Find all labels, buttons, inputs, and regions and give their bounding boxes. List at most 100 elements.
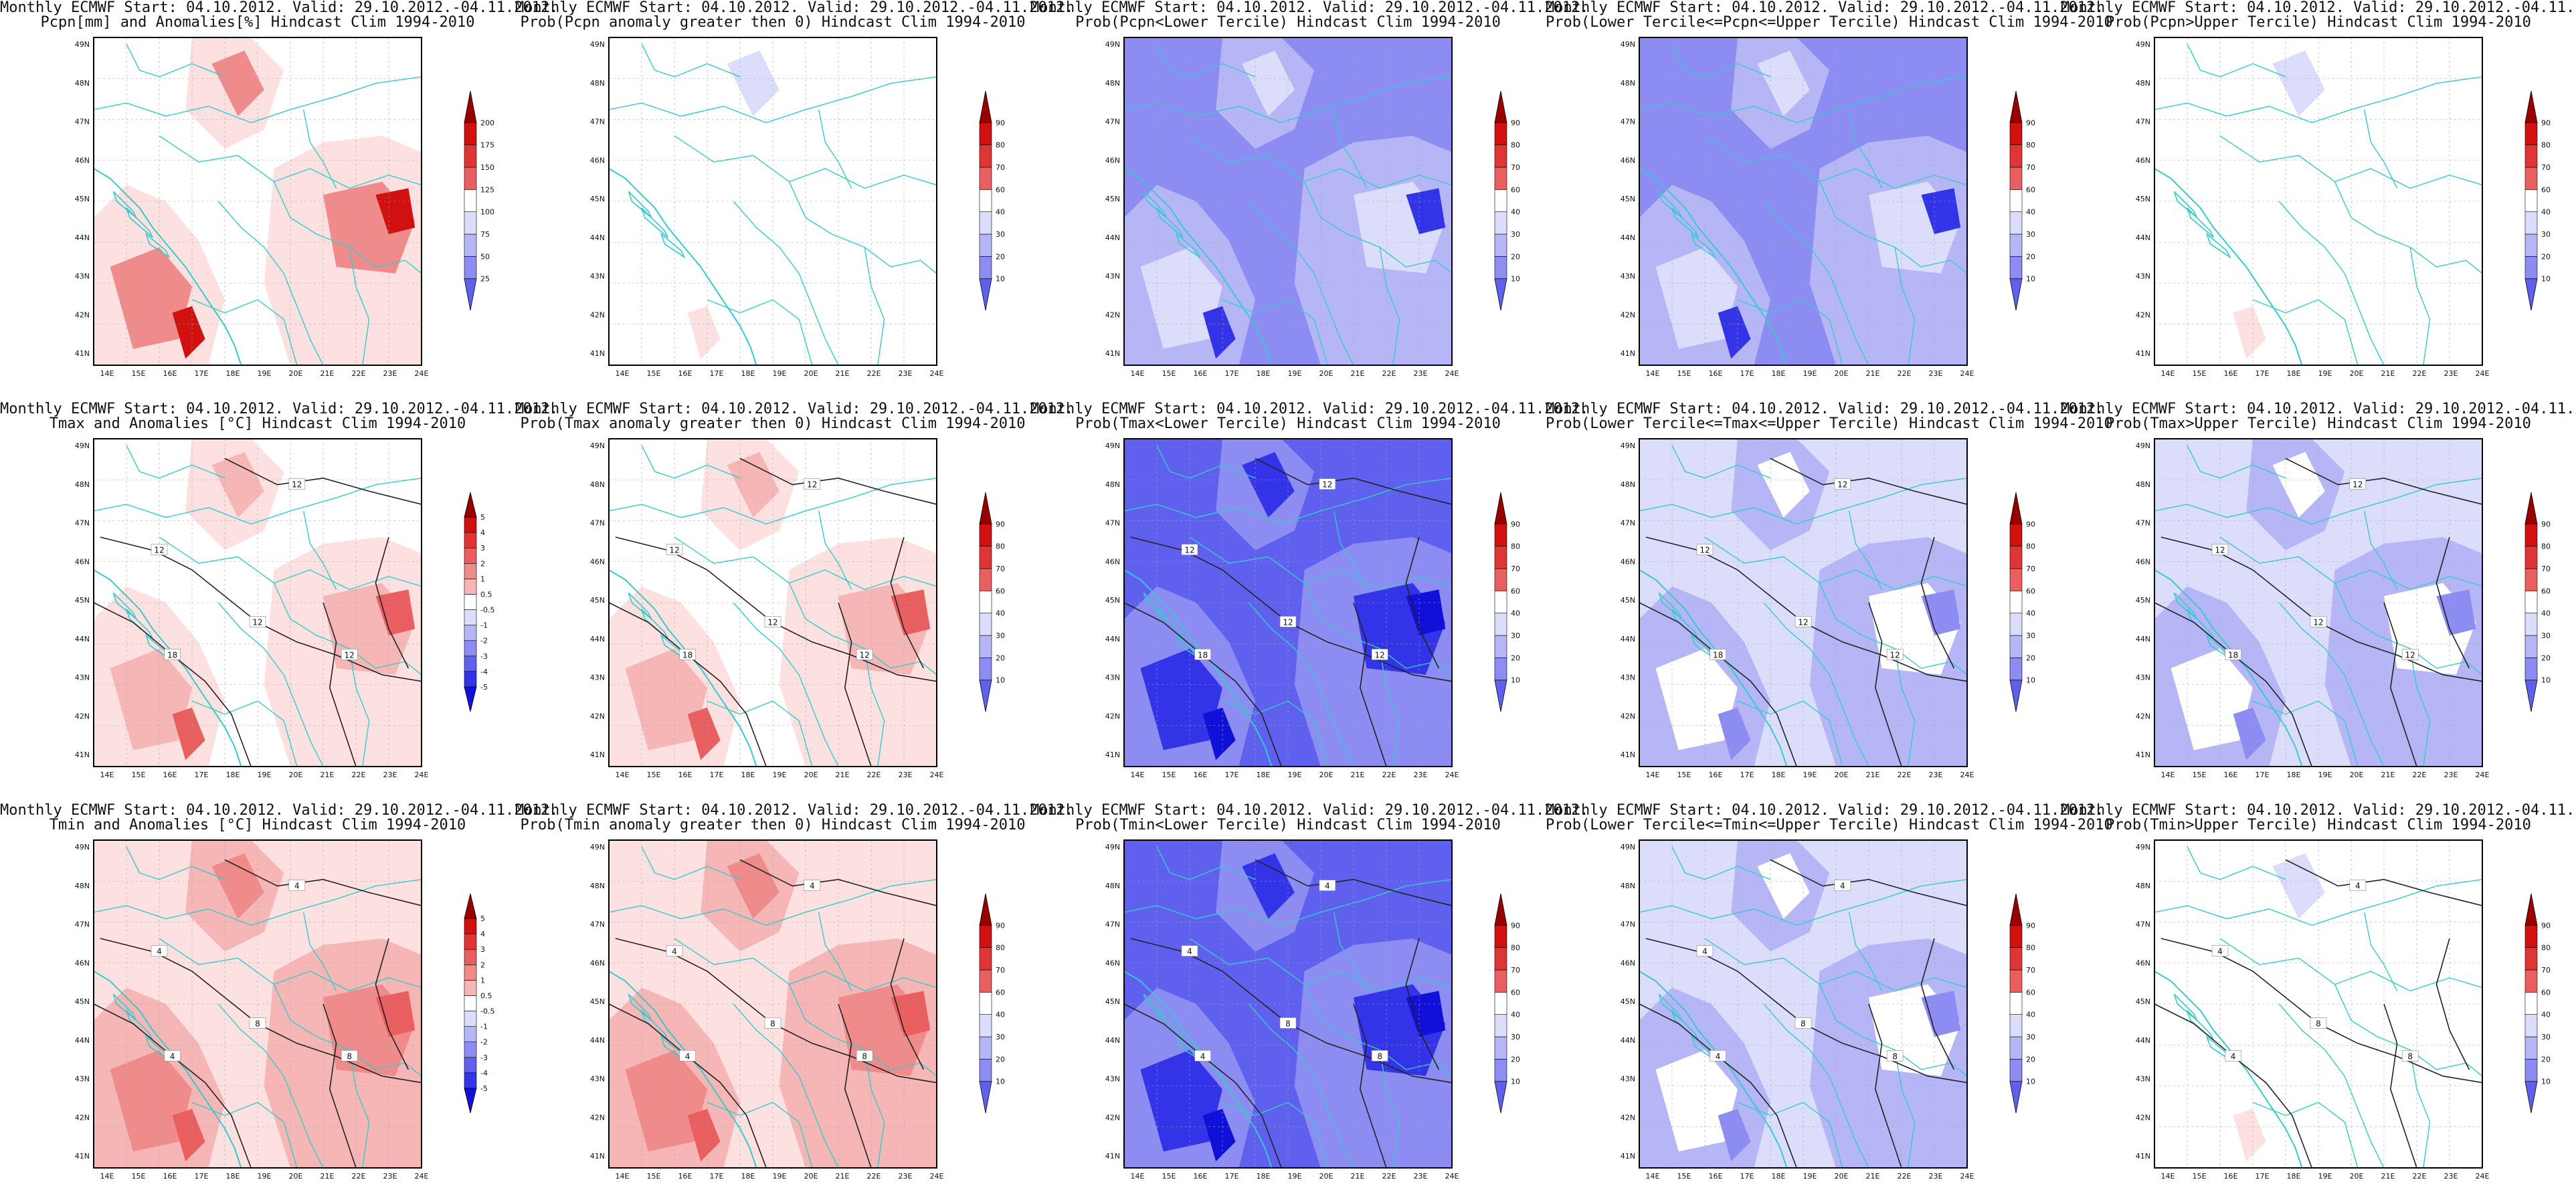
colorbar-tick-label: 20 bbox=[2026, 654, 2035, 662]
border-line bbox=[349, 1049, 370, 1168]
colorbar-band bbox=[2009, 925, 2023, 948]
colorbar-tick-label: 70 bbox=[2541, 163, 2551, 172]
colorbar-tick-label: 30 bbox=[996, 230, 1005, 239]
anomaly-shading bbox=[1921, 589, 1961, 635]
map-panel-r2c5: Monthly ECMWF Start: 04.10.2012. Valid: … bbox=[2061, 401, 2576, 803]
contour-label: 12 bbox=[1375, 650, 1385, 660]
contour-line bbox=[890, 938, 925, 1070]
border-line bbox=[1848, 109, 1883, 189]
colorbar-end-high bbox=[2524, 90, 2538, 123]
lon-tick-label: 15E bbox=[647, 1172, 661, 1181]
lon-tick-label: 22E bbox=[352, 369, 366, 378]
lon-tick-label: 16E bbox=[678, 1172, 693, 1181]
border-line bbox=[1704, 938, 1967, 992]
lon-tick-label: 15E bbox=[1677, 369, 1691, 378]
lon-tick-label: 17E bbox=[2256, 1172, 2270, 1181]
colorbar-band bbox=[2009, 144, 2023, 168]
colorbar-tick-label: 80 bbox=[2026, 944, 2035, 952]
border-line bbox=[1222, 700, 1328, 767]
colorbar-end-high bbox=[979, 90, 992, 123]
contour-label: 4 bbox=[2217, 947, 2223, 957]
contour-label: 4 bbox=[1716, 1051, 1721, 1061]
lon-tick-label: 20E bbox=[804, 771, 818, 779]
colorbar-band bbox=[464, 1026, 477, 1042]
colorbar-band bbox=[2009, 658, 2023, 680]
lon-tick-label: 15E bbox=[2193, 1172, 2207, 1181]
colorbar-band bbox=[979, 969, 992, 993]
colorbar-tick-label: 20 bbox=[1511, 654, 1520, 662]
colorbar-tick-label: 90 bbox=[2541, 118, 2551, 127]
lon-tick-label: 16E bbox=[163, 1172, 177, 1181]
map-canvas: 12 12 12 18 12 41N 42N 43N 44N 45N 46N 47N 48N 49N 14E… bbox=[1105, 438, 1520, 779]
colorbar-tick-label: 10 bbox=[1511, 676, 1520, 685]
contour-label-box bbox=[1279, 1017, 1297, 1029]
colorbar-tick-label: 10 bbox=[1511, 275, 1520, 284]
colorbar-band bbox=[2524, 189, 2538, 212]
contour-label: 12 bbox=[2405, 650, 2415, 660]
lat-tick-label: 44N bbox=[75, 1036, 90, 1045]
lon-tick-label: 24E bbox=[1445, 1172, 1459, 1181]
panel-title-line2: Prob(Tmin anomaly greater then 0) Hindca… bbox=[520, 817, 1026, 833]
lat-tick-label: 44N bbox=[2136, 635, 2150, 643]
border-line bbox=[126, 43, 225, 78]
lon-tick-label: 19E bbox=[2318, 369, 2332, 378]
lat-tick-label: 48N bbox=[75, 79, 90, 88]
colorbar-tick-label: 60 bbox=[2026, 587, 2035, 595]
lat-tick-label: 47N bbox=[2136, 920, 2150, 929]
colorbar-band bbox=[1494, 524, 1507, 546]
colorbar-band bbox=[2524, 947, 2538, 971]
colorbar-tick-label: 70 bbox=[1511, 966, 1520, 975]
contour-label-box bbox=[764, 616, 781, 627]
anomaly-shading bbox=[1655, 648, 1738, 750]
colorbar-end-high bbox=[2009, 90, 2023, 123]
lat-tick-label: 49N bbox=[1621, 843, 1635, 851]
lon-tick-label: 14E bbox=[1131, 1172, 1145, 1181]
colorbar-band bbox=[979, 233, 992, 257]
border-line bbox=[2363, 912, 2398, 991]
lon-tick-label: 14E bbox=[2161, 369, 2175, 378]
colorbar-tick-label: 30 bbox=[2026, 230, 2035, 239]
lon-tick-label: 15E bbox=[1162, 369, 1176, 378]
lon-tick-label: 14E bbox=[616, 1172, 630, 1181]
anomaly-shading bbox=[1921, 991, 1961, 1037]
lon-tick-label: 17E bbox=[710, 1172, 724, 1181]
border-line bbox=[1737, 700, 1843, 767]
colorbar-band bbox=[464, 965, 477, 981]
lat-tick-label: 44N bbox=[1105, 1036, 1120, 1045]
lon-tick-label: 24E bbox=[1960, 771, 1974, 779]
colorbar-band bbox=[464, 579, 477, 595]
border-line bbox=[1333, 912, 1368, 991]
colorbar-band bbox=[464, 1041, 477, 1058]
border-line bbox=[1248, 1003, 1354, 1168]
colorbar-tick-label: 1 bbox=[480, 575, 485, 583]
colorbar-band bbox=[1494, 189, 1507, 212]
border-line bbox=[733, 1003, 839, 1168]
lat-tick-label: 44N bbox=[1621, 635, 1635, 643]
colorbar-tick-label: 2 bbox=[480, 961, 485, 969]
panel-title-line1: Monthly ECMWF Start: 04.10.2012. Valid: … bbox=[515, 0, 1074, 16]
lat-tick-label: 43N bbox=[1105, 674, 1120, 682]
anomaly-shading bbox=[110, 1049, 192, 1152]
anomaly-shading bbox=[1140, 648, 1222, 750]
colorbar-tick-label: 70 bbox=[2541, 565, 2551, 573]
colorbar-tick-label: 80 bbox=[996, 944, 1005, 952]
contour-label-box bbox=[1181, 945, 1198, 957]
border-line bbox=[1333, 109, 1368, 189]
lon-tick-label: 17E bbox=[195, 369, 209, 378]
map-canvas: 41N 42N 43N 44N 45N 46N 47N 48N 49N 14E 15E 16E 17E 1… bbox=[2136, 37, 2551, 378]
map-frame bbox=[2154, 37, 2483, 366]
lat-tick-label: 41N bbox=[2136, 1152, 2150, 1161]
border-line bbox=[609, 76, 937, 124]
lat-tick-label: 47N bbox=[75, 920, 90, 929]
lon-tick-label: 14E bbox=[616, 771, 630, 779]
contour-label: 4 bbox=[157, 947, 162, 957]
colorbar-band bbox=[1494, 925, 1507, 948]
panel-title-line2: Prob(Tmax anomaly greater then 0) Hindca… bbox=[520, 415, 1026, 432]
colorbar-band bbox=[1494, 1036, 1507, 1060]
lat-tick-label: 48N bbox=[590, 480, 605, 489]
colorbar-band bbox=[2009, 635, 2023, 658]
colorbar: 10 20 30 40 60 70 80 90 bbox=[2009, 90, 2035, 311]
lat-tick-label: 48N bbox=[75, 882, 90, 890]
colorbar-band bbox=[464, 1057, 477, 1074]
colorbar-tick-label: 20 bbox=[2541, 252, 2551, 261]
